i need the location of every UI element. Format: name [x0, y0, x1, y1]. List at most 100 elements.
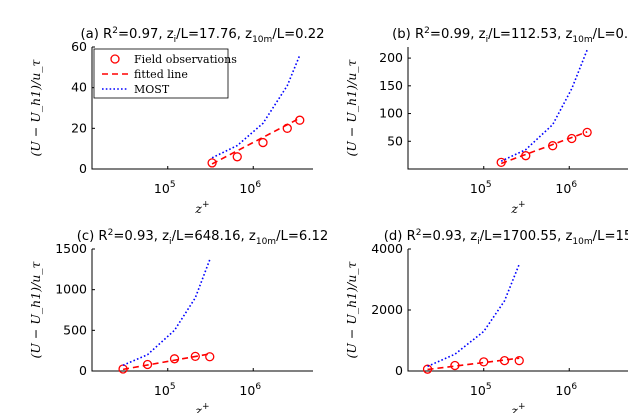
title-sup: 2 — [424, 26, 430, 36]
y-tick-label: 40 — [71, 80, 87, 95]
series-fitted-line — [500, 131, 588, 165]
panel-title: (a) R2=0.97, zi/L=17.76, z10m/L=0.22 — [80, 26, 324, 45]
title-part: =0.99, z — [430, 27, 486, 42]
title-sub: i — [174, 35, 177, 45]
x-axis-label: z+ — [510, 402, 525, 413]
x-tick-exp: 5 — [486, 382, 492, 392]
x-tick-exp: 5 — [170, 382, 176, 392]
y-tick-label: 0 — [79, 161, 87, 176]
y-axis-label: (U − U_h1)/u_τ — [344, 260, 359, 358]
y-tick-label: 0 — [395, 363, 403, 378]
title-sub: 10m — [256, 237, 276, 247]
title-part: (b) R — [392, 27, 424, 42]
series-most-line — [500, 49, 588, 162]
title-part: =0.93, z — [113, 229, 169, 244]
panel-title: (d) R2=0.93, zi/L=1700.55, z10m/L=15.68 — [384, 228, 628, 247]
title-part: /L=6.12 — [276, 229, 328, 244]
x-label-sup: + — [518, 200, 526, 210]
data-point — [232, 152, 242, 162]
title-part: =0.97, z — [118, 27, 174, 42]
series-fitted-line — [122, 353, 210, 371]
x-tick-exp: 6 — [571, 382, 577, 392]
x-tick-base: 10 — [555, 383, 571, 398]
x-tick-base: 10 — [239, 383, 255, 398]
title-sub: 10m — [572, 35, 592, 45]
title-sup: 2 — [112, 26, 118, 36]
x-tick-base: 10 — [239, 181, 255, 196]
series-most-line — [122, 259, 211, 367]
y-tick-label: 1000 — [55, 282, 87, 297]
x-tick-label: 105 — [154, 180, 176, 196]
title-sub: i — [169, 237, 172, 247]
data-point — [190, 351, 200, 362]
y-tick-label: 2000 — [371, 302, 403, 317]
series-fitted-line — [427, 357, 520, 371]
x-axis-label: z+ — [510, 200, 525, 216]
x-tick-base: 10 — [154, 383, 170, 398]
panel-b: (b) R2=0.99, zi/L=112.53, z10m/L=0.92 50 1… — [344, 26, 628, 216]
x-tick-base: 10 — [470, 383, 486, 398]
x-label-sup: + — [202, 200, 210, 210]
y-tick-label: 20 — [71, 120, 87, 135]
data-point — [514, 355, 524, 366]
title-part: /L=15.68 — [593, 229, 628, 244]
y-tick-label: 50 — [387, 133, 403, 148]
x-label-base: z — [510, 403, 518, 413]
series-most-line — [211, 54, 301, 159]
legend: Field observations fitted line MOST — [93, 48, 237, 99]
title-part: /L=17.76, z — [176, 27, 252, 42]
legend-label: MOST — [134, 83, 170, 96]
title-part: (c) R — [77, 229, 108, 244]
x-tick-label: 105 — [470, 382, 492, 398]
x-tick-label: 106 — [239, 382, 261, 398]
x-tick-base: 10 — [470, 181, 486, 196]
x-tick-label: 105 — [470, 180, 492, 196]
y-tick-label: 500 — [63, 322, 87, 337]
panel-title: (b) R2=0.99, zi/L=112.53, z10m/L=0.92 — [392, 26, 628, 45]
data-point — [479, 357, 489, 367]
y-tick-label: 200 — [379, 50, 403, 65]
panel-c: (c) R2=0.93, zi/L=648.16, z10m/L=6.12 0 50… — [28, 228, 328, 413]
x-label-base: z — [194, 403, 202, 413]
axes-frame — [91, 249, 313, 372]
x-tick-exp: 6 — [571, 180, 577, 190]
x-tick-exp: 5 — [170, 180, 176, 190]
axes-frame — [407, 47, 628, 170]
data-point — [207, 158, 217, 168]
x-tick-exp: 5 — [486, 180, 492, 190]
x-tick-label: 106 — [555, 180, 577, 196]
y-tick-label: 4000 — [371, 241, 403, 256]
axes-frame — [407, 249, 628, 372]
title-sub: i — [477, 237, 480, 247]
series-most-line — [427, 264, 520, 368]
data-point — [169, 354, 180, 364]
legend-label: fitted line — [134, 68, 188, 81]
title-sup: 2 — [108, 228, 114, 238]
title-sub: 10m — [572, 237, 592, 247]
x-tick-label: 106 — [555, 382, 577, 398]
data-point — [142, 359, 153, 370]
title-sup: 2 — [416, 228, 422, 238]
y-axis-label: (U − U_h1)/u_τ — [28, 58, 43, 156]
data-point — [205, 352, 215, 362]
data-point — [258, 137, 268, 148]
x-tick-label: 105 — [154, 382, 176, 398]
panel-a: (a) R2=0.97, zi/L=17.76, z10m/L=0.22 0 20 4… — [28, 26, 325, 216]
x-label-base: z — [194, 201, 202, 216]
title-sub: 10m — [252, 35, 272, 45]
title-part: /L=0.22 — [272, 27, 324, 42]
panel-d: (d) R2=0.93, zi/L=1700.55, z10m/L=15.68 0… — [344, 228, 628, 413]
title-part: /L=112.53, z — [488, 27, 572, 42]
series-fitted-line — [211, 117, 301, 165]
y-tick-label: 150 — [379, 78, 403, 93]
y-axis-label: (U − U_h1)/u_τ — [344, 58, 359, 156]
y-tick-label: 100 — [379, 106, 403, 121]
x-tick-exp: 6 — [255, 382, 261, 392]
x-tick-base: 10 — [555, 181, 571, 196]
x-axis-label: z+ — [194, 200, 209, 216]
legend-label: Field observations — [134, 53, 237, 66]
panel-title: (c) R2=0.93, zi/L=648.16, z10m/L=6.12 — [77, 228, 329, 247]
legend-marker — [110, 54, 120, 64]
x-label-sup: + — [518, 402, 526, 412]
